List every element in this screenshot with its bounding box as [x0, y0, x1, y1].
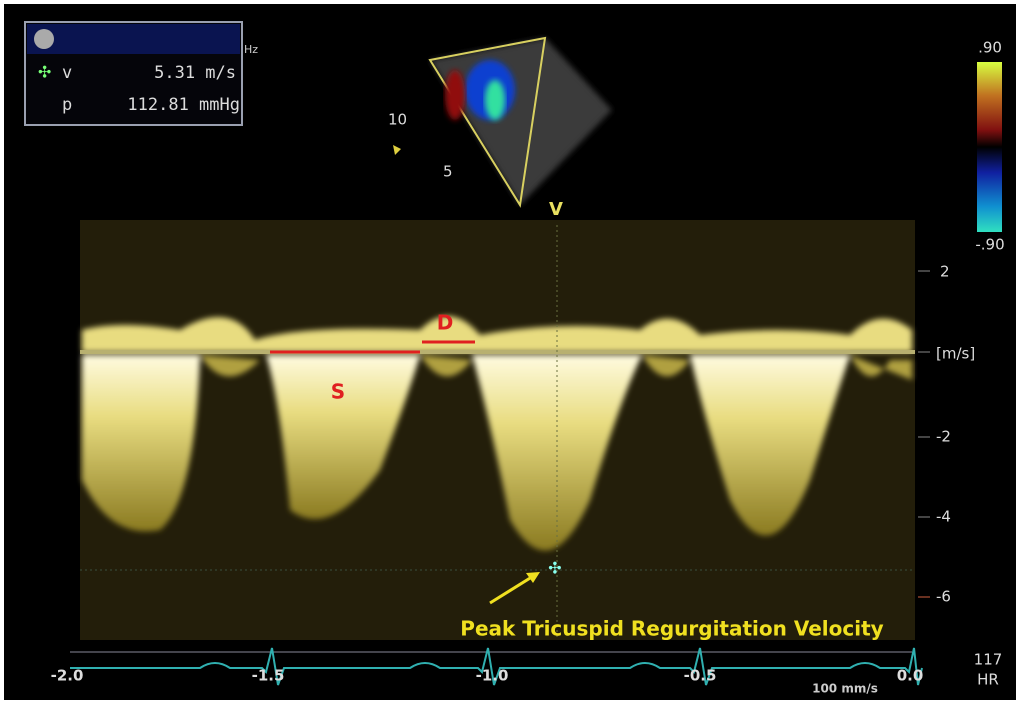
y-tick-label: -6 — [936, 588, 951, 606]
heart-rate-value: 117 — [974, 651, 1003, 669]
x-tick-label: -1.5 — [252, 667, 285, 685]
velocity-label: v — [62, 63, 72, 83]
cursor-icon: ✣ — [38, 63, 51, 82]
cursor-label: V — [549, 199, 563, 220]
s-wave-label: S — [331, 380, 345, 404]
y-tick-label: -4 — [936, 508, 951, 526]
d-wave-label: D — [437, 311, 454, 335]
x-tick-label: 0.0 — [897, 667, 924, 685]
heart-rate-label: HR — [977, 671, 999, 689]
flow-red — [445, 70, 465, 120]
hz-label: Hz — [244, 43, 258, 56]
y-tick-label: -2 — [936, 428, 951, 446]
info-header — [27, 24, 240, 54]
pressure-label: p — [62, 95, 72, 115]
pressure-value: 112.81 mmHg — [127, 95, 240, 115]
x-tick-label: -2.0 — [51, 667, 84, 685]
echo-screen: Hz ✣ v 5.31 m/s p 112.81 mmHg 10 5 V .90… — [0, 0, 1020, 704]
color-scale-min: -.90 — [975, 236, 1004, 254]
color-bar — [977, 62, 1002, 232]
flow-green — [485, 80, 505, 120]
depth-label: 5 — [443, 163, 453, 181]
y-unit-label: [m/s] — [936, 345, 975, 363]
record-icon — [34, 29, 54, 49]
color-scale-max: .90 — [978, 39, 1002, 57]
sweep-speed: 100 mm/s — [812, 682, 878, 696]
x-tick-label: -0.5 — [684, 667, 717, 685]
depth-label: 10 — [388, 111, 407, 129]
annotation: Peak Tricuspid Regurgitation Velocity — [460, 617, 883, 641]
peak-marker: ✣ — [548, 559, 561, 578]
x-tick-label: -1.0 — [476, 667, 509, 685]
y-tick-label: 2 — [940, 263, 950, 281]
velocity-value: 5.31 m/s — [154, 63, 236, 83]
page: Hz ✣ v 5.31 m/s p 112.81 mmHg 10 5 V .90… — [0, 0, 1020, 704]
